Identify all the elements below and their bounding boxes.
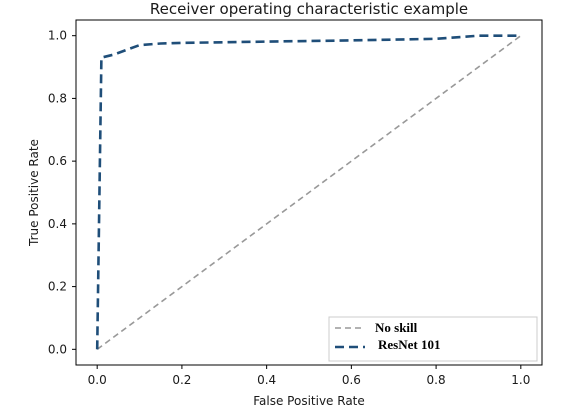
chart-title: Receiver operating characteristic exampl… xyxy=(150,0,468,18)
y-axis-label: True Positive Rate xyxy=(27,139,41,247)
x-tick-label: 1.0 xyxy=(511,373,530,387)
y-tick-label: 0.8 xyxy=(48,91,67,105)
x-axis-label: False Positive Rate xyxy=(253,394,365,408)
y-tick-label: 1.0 xyxy=(48,29,67,43)
series-line-resnet-101 xyxy=(95,34,521,350)
plot-frame xyxy=(75,19,543,366)
legend-label-no-skill: No skill xyxy=(375,320,418,335)
series-line-no-skill xyxy=(96,35,522,350)
y-tick-label: 0.4 xyxy=(48,217,67,231)
x-tick-label: 0.2 xyxy=(172,373,191,387)
series-layer xyxy=(95,34,522,350)
x-axis-ticks: 0.0 0.2 0.4 0.6 0.8 1.0 xyxy=(88,365,530,387)
y-tick-label: 0.0 xyxy=(48,342,67,356)
x-tick-label: 0.4 xyxy=(257,373,276,387)
y-axis-ticks: 0.0 0.2 0.4 0.6 0.8 1.0 xyxy=(48,29,76,356)
x-tick-label: 0.8 xyxy=(427,373,446,387)
legend: No skill ResNet 101 xyxy=(328,316,538,362)
legend-box xyxy=(328,316,538,362)
legend-label-resnet-101: ResNet 101 xyxy=(378,337,440,352)
plot-area: 0.0 0.2 0.4 0.6 0.8 1.0 0.0 0.2 0.4 0.6 0.8 1.0 xyxy=(48,19,543,387)
y-tick-label: 0.2 xyxy=(48,280,67,294)
x-tick-label: 0.0 xyxy=(88,373,107,387)
x-tick-label: 0.6 xyxy=(342,373,361,387)
y-tick-label: 0.6 xyxy=(48,154,67,168)
